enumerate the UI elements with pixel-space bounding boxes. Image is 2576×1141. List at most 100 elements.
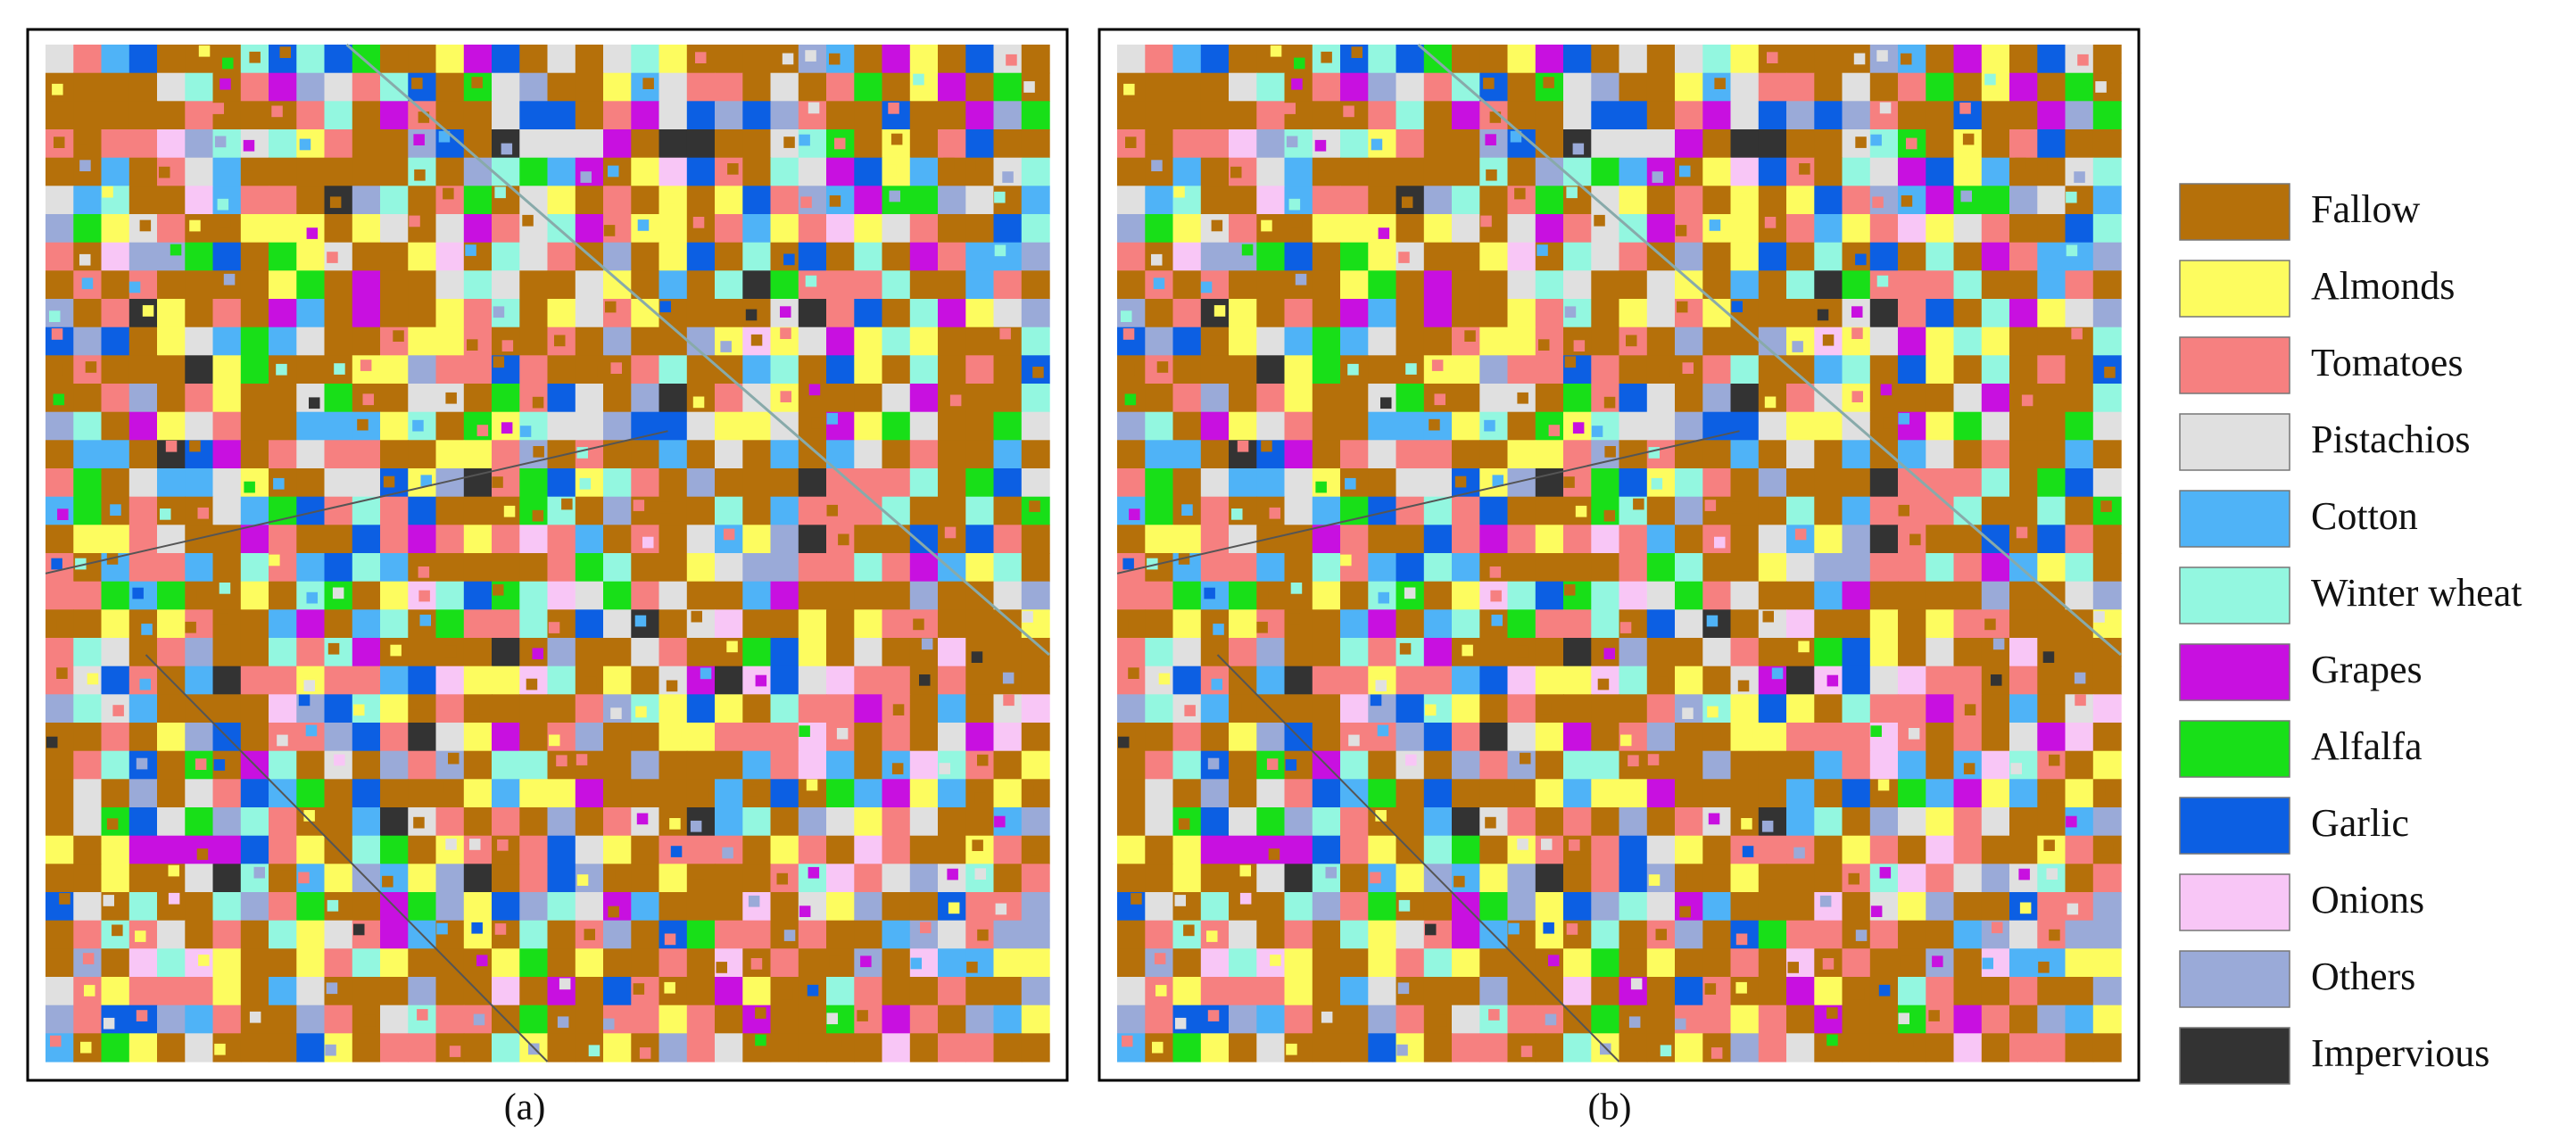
field — [854, 186, 883, 215]
field — [101, 779, 130, 808]
field — [1021, 892, 1050, 922]
field — [1981, 45, 2010, 74]
field — [269, 157, 297, 186]
field — [212, 411, 242, 441]
field — [1284, 327, 1313, 356]
field — [324, 411, 353, 441]
field — [1953, 723, 1983, 752]
field-patch — [1123, 364, 1135, 376]
field — [1953, 1033, 1983, 1062]
field — [1981, 835, 2010, 864]
field — [770, 468, 799, 498]
field — [826, 327, 855, 356]
field — [2092, 440, 2122, 469]
field-patch — [1564, 306, 1577, 318]
field — [1646, 1005, 1676, 1034]
field-patch — [608, 905, 619, 918]
field — [965, 101, 995, 130]
field-patch — [1425, 704, 1437, 716]
field — [2009, 835, 2038, 864]
field — [1452, 694, 1480, 723]
field — [324, 807, 353, 837]
field — [1591, 609, 1620, 639]
field — [408, 835, 437, 864]
field — [1675, 807, 1703, 837]
field — [882, 327, 911, 356]
field — [882, 920, 911, 949]
field-patch — [603, 225, 616, 236]
field — [1396, 384, 1425, 413]
field — [435, 581, 465, 610]
field — [1619, 892, 1648, 922]
field — [2065, 440, 2094, 469]
field-patch — [1879, 102, 1892, 114]
field — [575, 609, 604, 639]
field — [1117, 581, 1146, 610]
field-patch — [1704, 983, 1717, 995]
field-patch — [222, 57, 234, 70]
field — [240, 72, 269, 102]
field-patch — [1853, 988, 1865, 1000]
field — [770, 779, 799, 808]
field — [1730, 242, 1760, 271]
field — [1507, 45, 1536, 74]
field — [1256, 525, 1286, 554]
field-patch — [1984, 618, 1996, 631]
field — [1340, 750, 1369, 780]
field — [826, 666, 855, 695]
field — [882, 779, 911, 808]
field — [46, 270, 74, 300]
field — [157, 270, 186, 300]
field — [380, 496, 409, 525]
field — [324, 723, 353, 752]
field-patch — [696, 788, 708, 799]
field — [73, 45, 103, 74]
field — [492, 750, 520, 780]
field — [101, 723, 130, 752]
field — [1256, 186, 1286, 215]
field — [1535, 723, 1564, 752]
field — [2065, 299, 2094, 328]
field — [1423, 327, 1453, 356]
field — [1869, 638, 1899, 667]
field — [1814, 242, 1843, 271]
field-patch — [995, 591, 1006, 603]
field — [658, 327, 688, 356]
field — [73, 638, 103, 667]
field — [938, 779, 966, 808]
field-patch — [1125, 136, 1137, 148]
field-patch — [561, 498, 573, 510]
field-patch — [1647, 754, 1660, 765]
field-patch — [556, 755, 567, 767]
field-patch — [808, 102, 820, 114]
field — [1423, 779, 1453, 808]
field — [240, 666, 269, 695]
field-patch — [1291, 78, 1303, 90]
field — [1117, 186, 1146, 215]
field — [631, 666, 660, 695]
field — [2065, 948, 2094, 978]
field — [1869, 609, 1899, 639]
field — [854, 299, 883, 328]
field-patch — [142, 305, 154, 317]
field — [1814, 581, 1843, 610]
field — [2009, 129, 2038, 159]
field-patch — [271, 105, 283, 118]
field-patch — [360, 360, 372, 371]
field — [909, 214, 939, 244]
field — [742, 525, 772, 554]
field — [575, 270, 604, 300]
field — [1535, 779, 1564, 808]
field-patch — [695, 52, 707, 63]
field — [1814, 186, 1843, 215]
field — [547, 299, 576, 328]
field-patch — [132, 587, 144, 599]
field — [1842, 468, 1871, 498]
field-patch — [59, 893, 70, 905]
field — [435, 609, 465, 639]
field — [575, 638, 604, 667]
field — [1423, 101, 1453, 130]
legend-label: Tomatoes — [2311, 341, 2463, 384]
field — [73, 496, 103, 525]
field — [1396, 920, 1425, 949]
